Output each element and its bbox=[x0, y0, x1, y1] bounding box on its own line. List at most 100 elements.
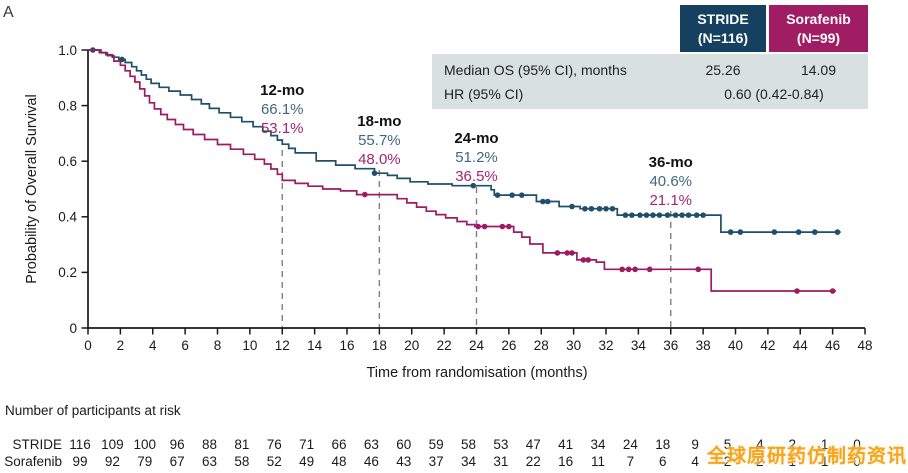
km-survival-chart: 00.20.40.60.81.00 2 4 6 8 10 12 14 16 18 20 22 24 26 2… bbox=[24, 43, 873, 381]
summary-header-stride-name: STRIDE bbox=[697, 11, 749, 27]
milestone-label: 36-mo bbox=[649, 154, 693, 171]
x-tick-label: 38 bbox=[696, 338, 711, 353]
risk-count: 1 bbox=[788, 454, 796, 469]
risk-count: 6 bbox=[658, 454, 667, 469]
y-tick-label: 0.6 bbox=[58, 154, 77, 169]
risk-count: 60 bbox=[396, 437, 412, 452]
risk-count: 76 bbox=[266, 437, 282, 452]
risk-count: 67 bbox=[169, 454, 185, 469]
y-tick-label: 0 bbox=[69, 321, 77, 336]
x-tick-label: 40 bbox=[728, 338, 743, 353]
censor-mark-sorafenib bbox=[564, 250, 570, 256]
censor-mark-sorafenib bbox=[362, 191, 368, 198]
y-tick-label: 0.8 bbox=[58, 98, 77, 113]
censor-mark-stride bbox=[700, 212, 706, 218]
x-tick-label: 36 bbox=[663, 338, 678, 353]
milestone-stride-pct: 51.2% bbox=[455, 149, 498, 166]
censor-mark-stride bbox=[494, 192, 501, 198]
censor-mark-sorafenib bbox=[569, 250, 575, 256]
x-tick-label: 42 bbox=[760, 338, 775, 353]
risk-count: 16 bbox=[558, 454, 574, 469]
x-tick-label: 34 bbox=[631, 338, 647, 353]
censor-mark-stride bbox=[596, 205, 603, 212]
x-tick-label: 30 bbox=[566, 338, 581, 353]
censor-mark-sorafenib bbox=[829, 288, 836, 294]
censor-mark-sorafenib bbox=[646, 266, 653, 273]
censor-mark-stride bbox=[609, 205, 616, 212]
risk-count: 53 bbox=[493, 437, 509, 452]
x-tick-label: 26 bbox=[501, 338, 516, 353]
x-tick-label: 24 bbox=[469, 338, 485, 353]
risk-count: 52 bbox=[266, 454, 282, 469]
risk-count: 24 bbox=[622, 437, 638, 452]
risk-count: 18 bbox=[655, 437, 671, 452]
summary-header-sorafenib-name: Sorafenib bbox=[786, 11, 851, 27]
censor-mark-stride bbox=[643, 212, 650, 218]
milestone-stride-pct: 55.7% bbox=[358, 132, 401, 149]
censor-mark-stride bbox=[693, 212, 700, 218]
risk-count: 92 bbox=[104, 454, 120, 469]
risk-count: 34 bbox=[590, 437, 606, 452]
milestone-label: 18-mo bbox=[357, 113, 401, 130]
milestone-sorafenib-pct: 21.1% bbox=[649, 192, 692, 209]
x-tick-label: 6 bbox=[181, 338, 189, 353]
risk-count: 37 bbox=[428, 454, 444, 469]
summary-table-body: Median OS (95% CI), months 25.26 14.09 H… bbox=[432, 54, 868, 109]
x-tick-label: 28 bbox=[534, 338, 549, 353]
censor-mark-stride bbox=[371, 170, 378, 176]
censor-mark-stride bbox=[509, 192, 515, 198]
summary-header-sorafenib-n: (N=99) bbox=[796, 30, 841, 46]
risk-row-label-sorafenib: Sorafenib bbox=[4, 454, 62, 469]
censor-mark-stride bbox=[656, 212, 663, 218]
censor-mark-stride bbox=[672, 212, 679, 218]
risk-count: 41 bbox=[558, 437, 574, 452]
milestone-label: 24-mo bbox=[454, 130, 498, 147]
summary-header-stride-n: (N=116) bbox=[697, 30, 749, 46]
censor-mark-stride bbox=[582, 205, 588, 212]
censor-mark-sorafenib bbox=[695, 266, 702, 273]
censor-mark-sorafenib bbox=[625, 266, 632, 273]
x-tick-label: 4 bbox=[149, 338, 157, 353]
censor-mark-sorafenib bbox=[794, 288, 800, 294]
milestone-label: 12-mo bbox=[260, 82, 304, 99]
censor-mark-sorafenib bbox=[475, 223, 481, 230]
y-tick-label: 0.4 bbox=[58, 210, 77, 225]
x-tick-label: 46 bbox=[825, 338, 840, 353]
censor-mark-stride bbox=[470, 182, 477, 189]
censor-mark-sorafenib bbox=[481, 223, 488, 230]
risk-count: 59 bbox=[428, 437, 444, 452]
risk-count: 43 bbox=[396, 454, 412, 469]
risk-count: 7 bbox=[626, 454, 635, 469]
censor-mark-stride bbox=[637, 212, 643, 218]
risk-count: 22 bbox=[525, 454, 541, 469]
risk-count: 81 bbox=[234, 437, 250, 452]
censor-mark-sorafenib bbox=[585, 257, 591, 263]
censor-mark-sorafenib bbox=[506, 223, 512, 230]
x-tick-label: 22 bbox=[437, 338, 452, 353]
censor-mark-sorafenib bbox=[499, 223, 506, 230]
x-tick-label: 48 bbox=[857, 338, 872, 353]
risk-count: 100 bbox=[133, 437, 157, 452]
risk-count: 63 bbox=[201, 454, 218, 469]
x-tick-label: 8 bbox=[214, 338, 222, 353]
risk-count: 2 bbox=[756, 454, 764, 469]
milestone-stride-pct: 66.1% bbox=[261, 101, 304, 118]
censor-mark-stride bbox=[737, 229, 744, 235]
risk-count: 2 bbox=[788, 437, 796, 452]
summary-header-sorafenib: Sorafenib (N=99) bbox=[769, 5, 868, 52]
risk-count: 63 bbox=[363, 437, 379, 452]
risk-count: 116 bbox=[69, 437, 91, 452]
risk-table-title: Number of participants at risk bbox=[5, 403, 181, 418]
milestone-stride-pct: 40.6% bbox=[649, 173, 692, 190]
censor-mark-stride bbox=[812, 229, 818, 235]
x-tick-label: 44 bbox=[793, 338, 809, 353]
censor-mark-stride bbox=[685, 212, 692, 218]
risk-count: 34 bbox=[460, 454, 477, 469]
risk-count: 1 bbox=[820, 454, 829, 469]
risk-count: 4 bbox=[756, 437, 764, 452]
x-tick-label: 14 bbox=[307, 338, 323, 353]
censor-mark-sorafenib bbox=[632, 266, 638, 273]
risk-count: 1 bbox=[820, 437, 829, 452]
risk-count: 31 bbox=[493, 454, 509, 469]
hr-value: 0.60 (0.42-0.84) bbox=[724, 86, 824, 102]
